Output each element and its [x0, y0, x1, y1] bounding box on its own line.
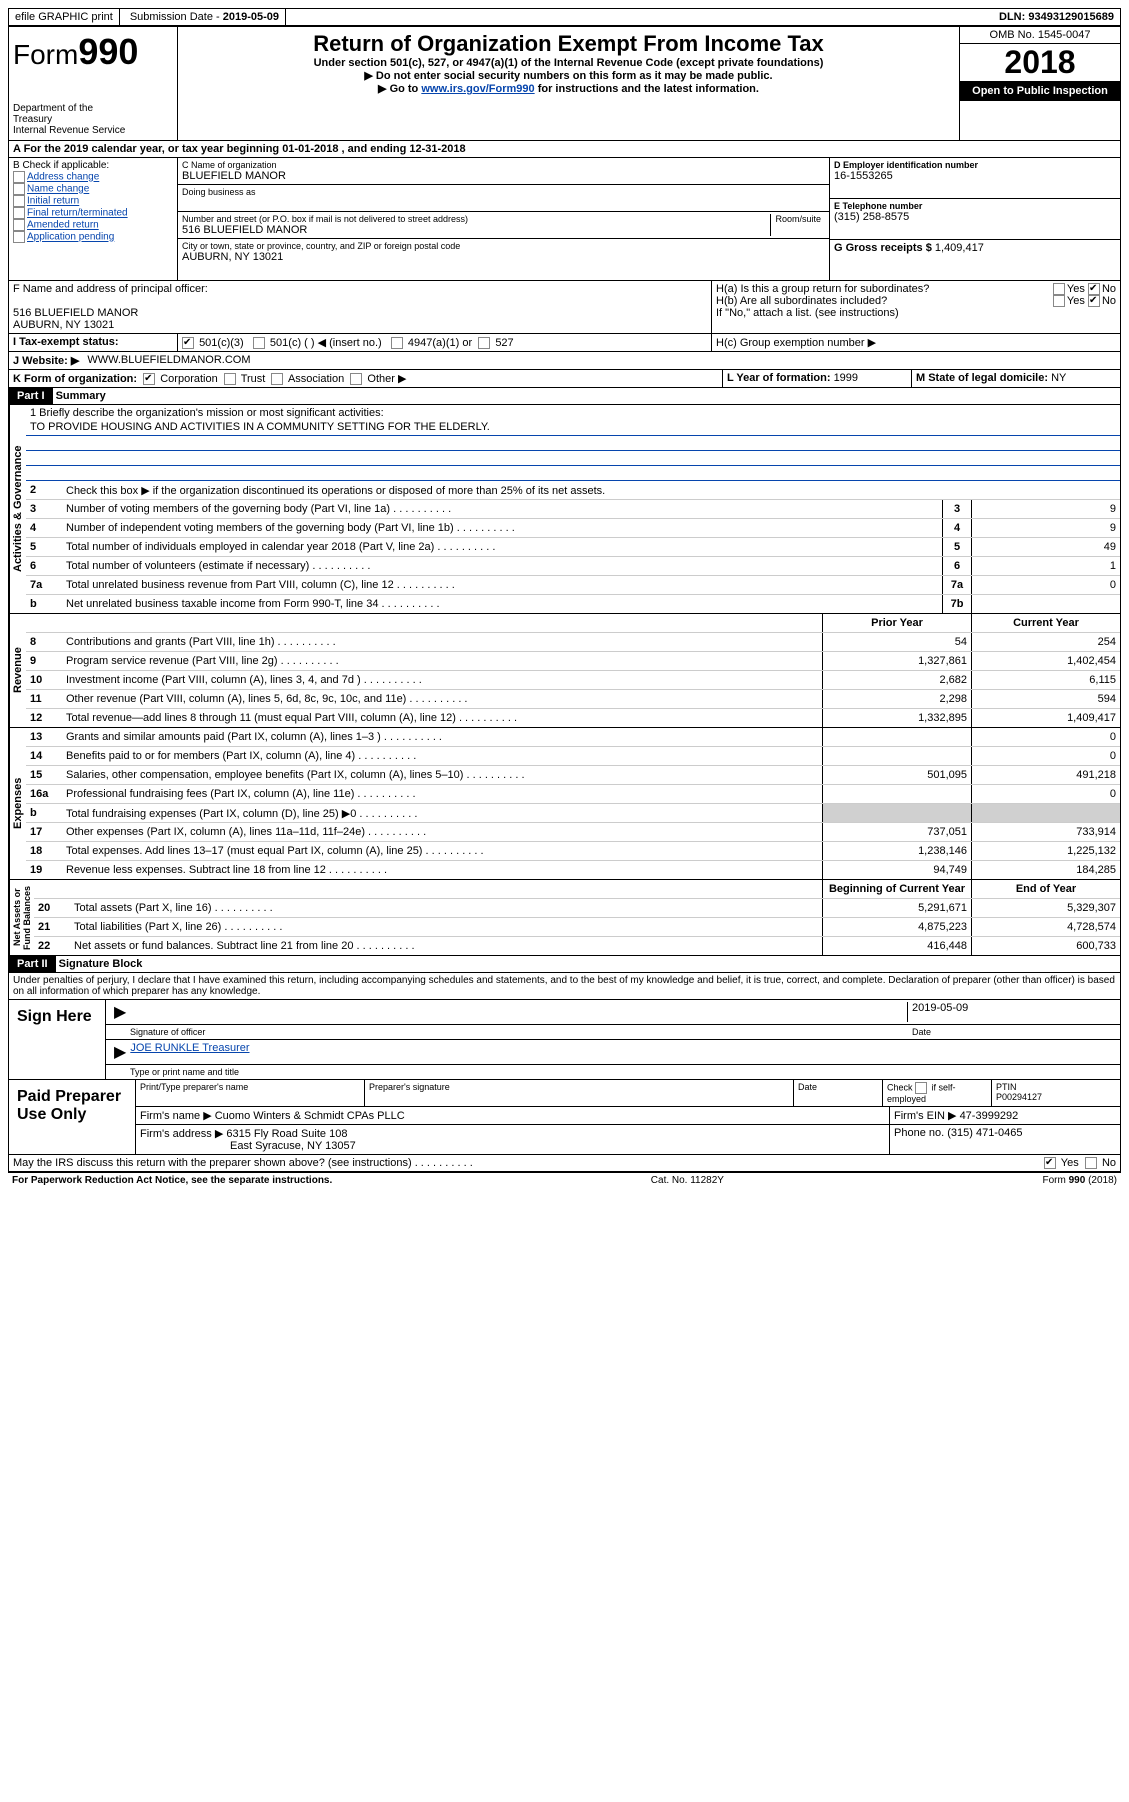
state-domicile: NY [1051, 372, 1066, 384]
vert-expenses: Expenses [9, 728, 26, 879]
discuss-row: May the IRS discuss this return with the… [8, 1155, 1121, 1172]
row-j: J Website: ▶ WWW.BLUEFIELDMANOR.COM [8, 352, 1121, 370]
form-990-label: Form990 [13, 31, 173, 73]
revenue-section: Revenue Prior YearCurrent Year 8Contribu… [8, 614, 1121, 728]
cb-corp[interactable] [143, 373, 155, 385]
netassets-section: Net Assets orFund Balances Beginning of … [8, 880, 1121, 956]
cb-address-change[interactable] [13, 171, 25, 183]
footer: For Paperwork Reduction Act Notice, see … [8, 1172, 1121, 1188]
org-name: BLUEFIELD MANOR [182, 170, 825, 182]
col-de: D Employer identification number16-15532… [829, 158, 1120, 280]
form-title: Return of Organization Exempt From Incom… [182, 31, 955, 57]
dept-treasury: Department of theTreasuryInternal Revenu… [13, 103, 173, 136]
street-address: 516 BLUEFIELD MANOR [182, 224, 770, 236]
subtitle-2: ▶ Do not enter social security numbers o… [182, 69, 955, 82]
row-a-tax-year: A For the 2019 calendar year, or tax yea… [8, 141, 1121, 158]
col-c-org-info: C Name of organizationBLUEFIELD MANOR Do… [178, 158, 829, 280]
firm-addr1: 6315 Fly Road Suite 108 [226, 1128, 347, 1140]
cb-ha-no[interactable] [1088, 283, 1100, 295]
section-bcd: B Check if applicable: Address change Na… [8, 158, 1121, 281]
open-to-public: Open to Public Inspection [960, 81, 1120, 101]
cb-discuss-no[interactable] [1085, 1157, 1097, 1169]
vert-revenue: Revenue [9, 614, 26, 727]
firm-phone: (315) 471-0465 [947, 1127, 1022, 1139]
part2-header: Part II Signature Block [8, 956, 1121, 973]
city-state-zip: AUBURN, NY 13021 [182, 251, 825, 263]
cb-application-pending[interactable] [13, 231, 25, 243]
firm-addr2: East Syracuse, NY 13057 [230, 1140, 356, 1152]
subtitle-3: ▶ Go to www.irs.gov/Form990 for instruct… [182, 82, 955, 95]
telephone: (315) 258-8575 [834, 211, 1116, 223]
form-header: Form990 Department of theTreasuryInterna… [8, 27, 1121, 141]
officer-addr2: AUBURN, NY 13021 [13, 319, 707, 331]
row-i: I Tax-exempt status: 501(c)(3) 501(c) ( … [8, 334, 1121, 352]
cb-initial-return[interactable] [13, 195, 25, 207]
firm-name: Cuomo Winters & Schmidt CPAs PLLC [215, 1110, 405, 1122]
row-fh: F Name and address of principal officer:… [8, 281, 1121, 334]
efile-label: efile GRAPHIC print [9, 9, 120, 25]
cb-discuss-yes[interactable] [1044, 1157, 1056, 1169]
mission: TO PROVIDE HOUSING AND ACTIVITIES IN A C… [26, 421, 1120, 436]
part1-header: Part I Summary [8, 388, 1121, 405]
gross-receipts: 1,409,417 [935, 242, 984, 254]
officer-name: JOE RUNKLE Treasurer [130, 1042, 249, 1062]
dln: DLN: 93493129015689 [993, 9, 1120, 25]
activities-governance: Activities & Governance 1 Briefly descri… [8, 405, 1121, 614]
vert-activities: Activities & Governance [9, 405, 26, 613]
cb-501c3[interactable] [182, 337, 194, 349]
ptin: P00294127 [996, 1092, 1116, 1102]
top-bar: efile GRAPHIC print Submission Date - 20… [8, 8, 1121, 27]
vert-netassets: Net Assets orFund Balances [9, 880, 34, 955]
officer-addr1: 516 BLUEFIELD MANOR [13, 307, 707, 319]
jurat: Under penalties of perjury, I declare th… [8, 973, 1121, 1000]
cb-self-employed[interactable] [915, 1082, 927, 1094]
sign-here-block: Sign Here ▶2019-05-09 Signature of offic… [8, 1000, 1121, 1080]
tax-year: 2018 [960, 44, 1120, 81]
subtitle-1: Under section 501(c), 527, or 4947(a)(1)… [182, 57, 955, 69]
website: WWW.BLUEFIELDMANOR.COM [83, 352, 254, 369]
ein: 16-1553265 [834, 170, 1116, 182]
cb-final-return[interactable] [13, 207, 25, 219]
omb-number: OMB No. 1545-0047 [960, 27, 1120, 44]
sig-date: 2019-05-09 [907, 1002, 1116, 1022]
cb-hb-yes[interactable] [1053, 295, 1065, 307]
cb-name-change[interactable] [13, 183, 25, 195]
instructions-link[interactable]: www.irs.gov/Form990 [421, 83, 534, 95]
cb-ha-yes[interactable] [1053, 283, 1065, 295]
row-klm: K Form of organization: Corporation Trus… [8, 370, 1121, 388]
cb-amended[interactable] [13, 219, 25, 231]
firm-ein: 47-3999292 [960, 1110, 1019, 1122]
expenses-section: Expenses 13Grants and similar amounts pa… [8, 728, 1121, 880]
col-b-checkboxes: B Check if applicable: Address change Na… [9, 158, 178, 280]
cb-hb-no[interactable] [1088, 295, 1100, 307]
year-formation: 1999 [834, 372, 858, 384]
paid-preparer-block: Paid Preparer Use Only Print/Type prepar… [8, 1080, 1121, 1155]
submission-date: Submission Date - 2019-05-09 [124, 9, 286, 25]
